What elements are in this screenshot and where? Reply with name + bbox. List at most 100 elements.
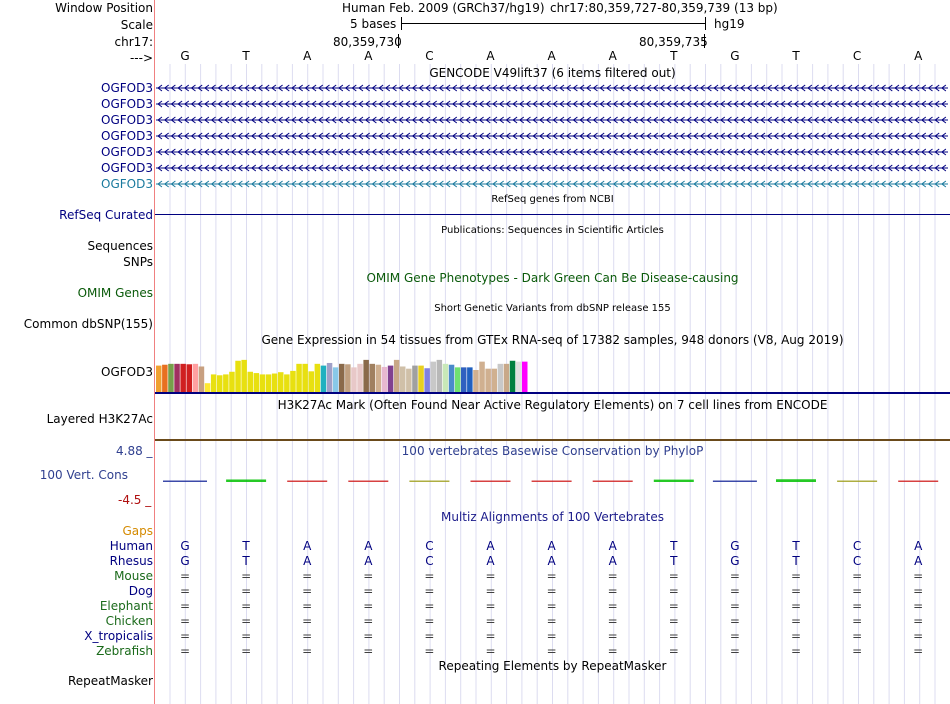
phylop-score-mark[interactable] <box>653 479 694 482</box>
gencode-transcript[interactable] <box>156 130 948 142</box>
gtex-tissue-bar[interactable] <box>357 363 363 392</box>
gtex-tissue-bar[interactable] <box>400 366 406 392</box>
gtex-tissue-bar[interactable] <box>339 363 345 392</box>
gtex-tissue-bar[interactable] <box>412 365 418 392</box>
multiz-species-label[interactable]: Zebrafish <box>96 644 153 658</box>
gtex-tissue-bar[interactable] <box>467 367 473 392</box>
gtex-tissue-bar[interactable] <box>259 374 266 392</box>
gtex-tissue-bar[interactable] <box>247 371 254 392</box>
gtex-tissue-bar[interactable] <box>290 370 296 392</box>
phylop-score-mark[interactable] <box>409 480 450 483</box>
gtex-tissue-bar[interactable] <box>235 360 241 392</box>
dbsnp-track-label[interactable]: Common dbSNP(155) <box>23 317 153 331</box>
multiz-track-title[interactable]: Multiz Alignments of 100 Vertebrates <box>440 510 665 524</box>
phylop-score-mark[interactable] <box>226 479 267 482</box>
phylop-track-label[interactable]: 100 Vert. Cons <box>39 468 128 482</box>
gencode-transcript[interactable] <box>156 82 948 94</box>
gtex-tissue-bar[interactable] <box>180 363 186 392</box>
omim-track-label[interactable]: OMIM Genes <box>77 286 153 300</box>
gencode-transcript[interactable] <box>156 98 948 110</box>
gtex-tissue-bar[interactable] <box>296 363 302 392</box>
gtex-tissue-bar[interactable] <box>174 363 180 392</box>
gtex-tissue-bar[interactable] <box>406 368 412 392</box>
gtex-tissue-bar[interactable] <box>192 363 199 392</box>
gencode-track-title[interactable]: GENCODE V49lift37 (6 items filtered out) <box>429 66 676 80</box>
gtex-tissue-bar[interactable] <box>241 359 247 392</box>
gencode-transcript[interactable] <box>156 114 948 126</box>
dbsnp-track-title[interactable]: Short Genetic Variants from dbSNP releas… <box>434 303 671 314</box>
repeatmasker-track-title[interactable]: Repeating Elements by RepeatMasker <box>438 659 667 673</box>
gtex-tissue-bar[interactable] <box>223 374 229 392</box>
gtex-tissue-bar[interactable] <box>369 363 376 392</box>
gencode-transcript-label[interactable]: OGFOD3 <box>101 161 153 175</box>
gtex-tissue-bar[interactable] <box>351 367 357 392</box>
multiz-species-label[interactable]: X_tropicalis <box>84 629 153 643</box>
gtex-tissue-bar[interactable] <box>515 361 522 392</box>
refseq-gene-line[interactable] <box>155 214 950 215</box>
gtex-tissue-bar[interactable] <box>497 363 504 392</box>
gtex-tissue-bar[interactable] <box>320 365 327 392</box>
gencode-transcript[interactable] <box>156 178 948 190</box>
multiz-species-label[interactable]: Chicken <box>105 614 153 628</box>
gtex-tissue-bar[interactable] <box>448 364 455 392</box>
gtex-tissue-bar[interactable] <box>265 374 272 392</box>
gencode-transcript-label[interactable]: OGFOD3 <box>101 177 153 191</box>
gtex-tissue-bar[interactable] <box>308 371 315 392</box>
multiz-species-label[interactable]: Dog <box>128 584 153 598</box>
gtex-tissue-bar[interactable] <box>168 363 174 392</box>
gencode-transcript-label[interactable]: OGFOD3 <box>101 129 153 143</box>
phylop-score-mark[interactable] <box>898 480 939 483</box>
gtex-bar-chart[interactable] <box>155 348 950 392</box>
gtex-tissue-bar[interactable] <box>522 361 528 392</box>
multiz-species-label[interactable]: Mouse <box>114 569 153 583</box>
gtex-track-title[interactable]: Gene Expression in 54 tissues from GTEx … <box>261 333 844 347</box>
gtex-tissue-bar[interactable] <box>198 366 205 392</box>
gencode-transcript[interactable] <box>156 146 948 158</box>
gencode-transcript-label[interactable]: OGFOD3 <box>101 97 153 111</box>
gtex-tissue-bar[interactable] <box>326 362 333 392</box>
phylop-score-mark[interactable] <box>592 480 633 483</box>
h3k27ac-track-label[interactable]: Layered H3K27Ac <box>46 412 153 426</box>
phylop-score-mark[interactable] <box>837 480 878 483</box>
gtex-tissue-bar[interactable] <box>430 361 437 392</box>
gtex-tissue-bar[interactable] <box>332 367 339 392</box>
h3k27ac-track-title[interactable]: H3K27Ac Mark (Often Found Near Active Re… <box>277 398 828 412</box>
gtex-tissue-bar[interactable] <box>363 359 369 392</box>
gtex-tissue-bar[interactable] <box>217 375 223 392</box>
gtex-track-label[interactable]: OGFOD3 <box>101 365 153 379</box>
gtex-tissue-bar[interactable] <box>479 361 485 392</box>
gtex-tissue-bar[interactable] <box>186 364 193 392</box>
multiz-species-label[interactable]: Rhesus <box>109 554 153 568</box>
gtex-tissue-bar[interactable] <box>393 359 400 392</box>
phylop-score-mark[interactable] <box>348 480 389 483</box>
repeatmasker-track-label[interactable]: RepeatMasker <box>67 674 153 688</box>
gtex-tissue-bar[interactable] <box>424 368 430 392</box>
refseq-track-label[interactable]: RefSeq Curated <box>59 208 153 222</box>
gtex-tissue-bar[interactable] <box>461 367 467 392</box>
gtex-tissue-bar[interactable] <box>278 372 284 392</box>
gencode-transcript-label[interactable]: OGFOD3 <box>101 113 153 127</box>
gtex-tissue-bar[interactable] <box>284 374 290 392</box>
gtex-tissue-bar[interactable] <box>314 363 321 392</box>
phylop-track-title[interactable]: 100 vertebrates Basewise Conservation by… <box>401 444 704 458</box>
phylop-score-mark[interactable] <box>712 480 757 483</box>
gtex-tissue-bar[interactable] <box>381 366 388 392</box>
phylop-score-mark[interactable] <box>163 480 207 483</box>
phylop-score-mark[interactable] <box>531 480 572 483</box>
gtex-tissue-bar[interactable] <box>253 373 260 392</box>
phylop-score-mark[interactable] <box>776 479 816 482</box>
gencode-transcript-label[interactable]: OGFOD3 <box>101 145 153 159</box>
gtex-tissue-bar[interactable] <box>387 365 394 392</box>
gtex-tissue-bar[interactable] <box>162 364 168 392</box>
gtex-tissue-bar[interactable] <box>454 367 461 392</box>
gtex-tissue-bar[interactable] <box>509 360 516 392</box>
gencode-transcript[interactable] <box>156 162 948 174</box>
gtex-tissue-bar[interactable] <box>473 370 479 392</box>
multiz-species-label[interactable]: Elephant <box>99 599 153 613</box>
phylop-score-mark[interactable] <box>470 480 511 483</box>
gtex-tissue-bar[interactable] <box>156 365 162 392</box>
multiz-species-label[interactable]: Human <box>109 539 153 553</box>
gtex-tissue-bar[interactable] <box>229 371 235 392</box>
phylop-conservation-chart[interactable] <box>155 470 950 498</box>
gtex-tissue-bar[interactable] <box>271 373 278 392</box>
